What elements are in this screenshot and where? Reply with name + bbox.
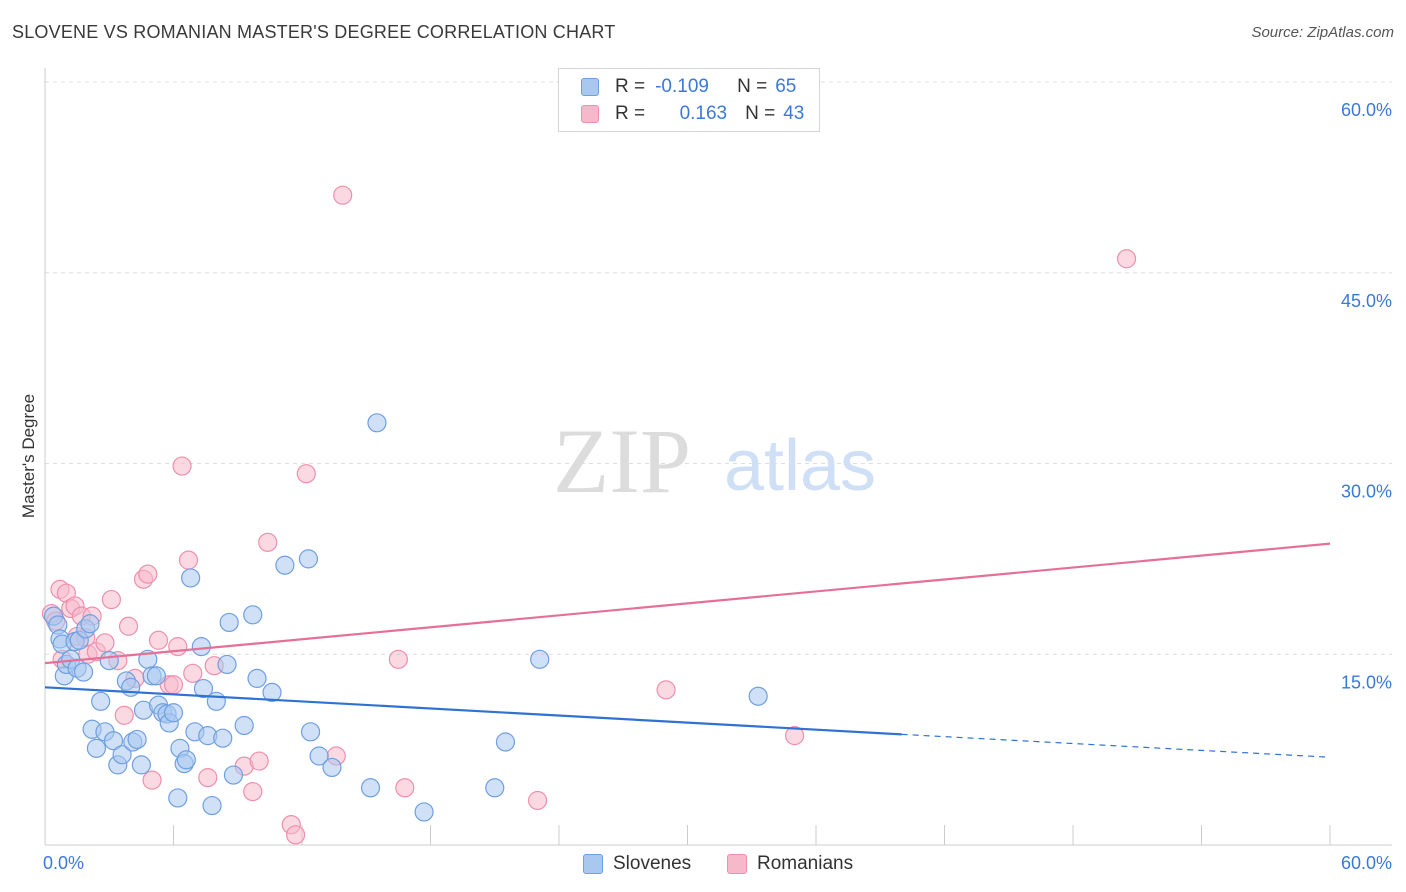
y-axis-label: Master's Degree [19,394,38,518]
bottom-legend-romanians: Romanians [727,852,853,876]
romanians-point [784,726,805,746]
bottom-legend-label-slovenes: Slovenes [613,853,692,874]
slovenes-trend-extension [901,733,1331,758]
legend-row-slovenes: R = -0.109 N = 65 [581,74,796,100]
romanians-point [1116,249,1137,269]
y-tick-label: 60.0% [1341,100,1392,120]
slovenes-point [103,731,124,751]
slovenes-point [112,745,132,765]
watermark-atlas: atlas [724,426,876,506]
slovenes-point [495,732,516,752]
slovenes-point [234,715,254,736]
legend-n-label: N = [745,103,776,124]
slovenes-point [748,686,768,706]
romanians-point [258,532,278,552]
slovenes-point [298,549,319,569]
slovenes-point [247,668,267,689]
romanians-point [296,464,316,484]
slovenes-point [121,677,141,697]
slovenes-point [127,729,147,750]
romanians-point [101,589,121,610]
legend-n-value-romanians: 43 [783,103,805,124]
slovenes-point [360,778,381,798]
slovenes-point [80,614,100,634]
slovenes-point [485,778,505,798]
stats-legend: R = -0.109 N = 65 R = 0.163 N = 43 [558,68,820,132]
romanians-point [198,768,218,788]
slovenes-point [300,722,321,742]
bottom-legend-swatch-slovenes [583,854,603,874]
y-tick-label: 30.0% [1341,482,1392,502]
slovenes-point [223,765,244,785]
slovenes-point [91,691,111,711]
slovenes-point [193,678,214,699]
romanians-point [656,680,676,700]
romanians-point [138,564,158,584]
romanians-point [172,456,192,476]
slovenes-point [163,703,184,723]
slovenes-point [367,413,387,433]
romanians-point [168,637,188,657]
slovenes-point [262,682,282,703]
slovenes-point [243,605,263,625]
x-tick-label-min: 0.0% [43,853,84,873]
slovenes-point [176,750,196,770]
romanians-point [285,825,306,845]
romanians-point [333,185,353,205]
romanians-point [142,770,162,790]
y-tick-label: 15.0% [1341,672,1392,692]
legend-r-label: R = [615,103,646,124]
slovenes-point [191,637,211,657]
romanians-point [243,781,263,802]
bottom-legend-label-romanians: Romanians [757,853,854,874]
bottom-legend-swatch-romanians [727,854,747,874]
slovenes-point [202,795,222,816]
romanians-point [395,778,415,798]
legend-r-label: R = [615,76,646,97]
romanians-point [388,649,408,669]
source-label: Source: ZipAtlas.com [1251,24,1394,41]
romanians-point [114,705,134,725]
legend-row-romanians: R = 0.163 N = 43 [581,101,804,127]
slovenes-point [131,755,151,775]
legend-r-value-romanians: 0.163 [679,103,728,124]
y-tick-label: 45.0% [1341,291,1392,311]
slovenes-point [99,651,119,671]
slovenes-trend-line [44,686,902,736]
romanians-point [178,550,199,570]
slovenes-point [530,649,550,669]
legend-n-value-slovenes: 65 [775,76,797,97]
slovenes-point [73,662,94,682]
romanians-point [148,630,169,650]
slovenes-point [213,728,233,748]
legend-swatch-slovenes [581,78,599,96]
romanians-point [118,616,139,636]
slovenes-point [206,691,226,711]
x-tick-label-max: 60.0% [1341,853,1392,873]
slovenes-point [86,738,107,758]
slovenes-point [309,746,329,766]
slovenes-point [181,568,201,588]
slovenes-point [219,612,239,633]
romanians-point [95,633,115,653]
legend-n-label: N = [737,76,768,97]
romanians-point [183,663,203,683]
legend-swatch-romanians [581,105,599,123]
romanians-point [527,790,548,811]
slovenes-point [414,802,434,822]
slovenes-point [275,555,295,575]
legend-r-value-slovenes: -0.109 [655,76,709,97]
romanians-point [163,675,184,695]
watermark-zip: ZIP [553,410,691,512]
slovenes-point [168,788,188,808]
chart-title: SLOVENE VS ROMANIAN MASTER'S DEGREE CORR… [12,22,616,42]
slovenes-point [322,757,342,778]
bottom-legend-slovenes: Slovenes [583,852,691,876]
slovenes-point [217,654,237,675]
slovenes-point [146,666,166,686]
romanians-point [249,751,269,771]
romanians-trend-line [44,542,1331,665]
